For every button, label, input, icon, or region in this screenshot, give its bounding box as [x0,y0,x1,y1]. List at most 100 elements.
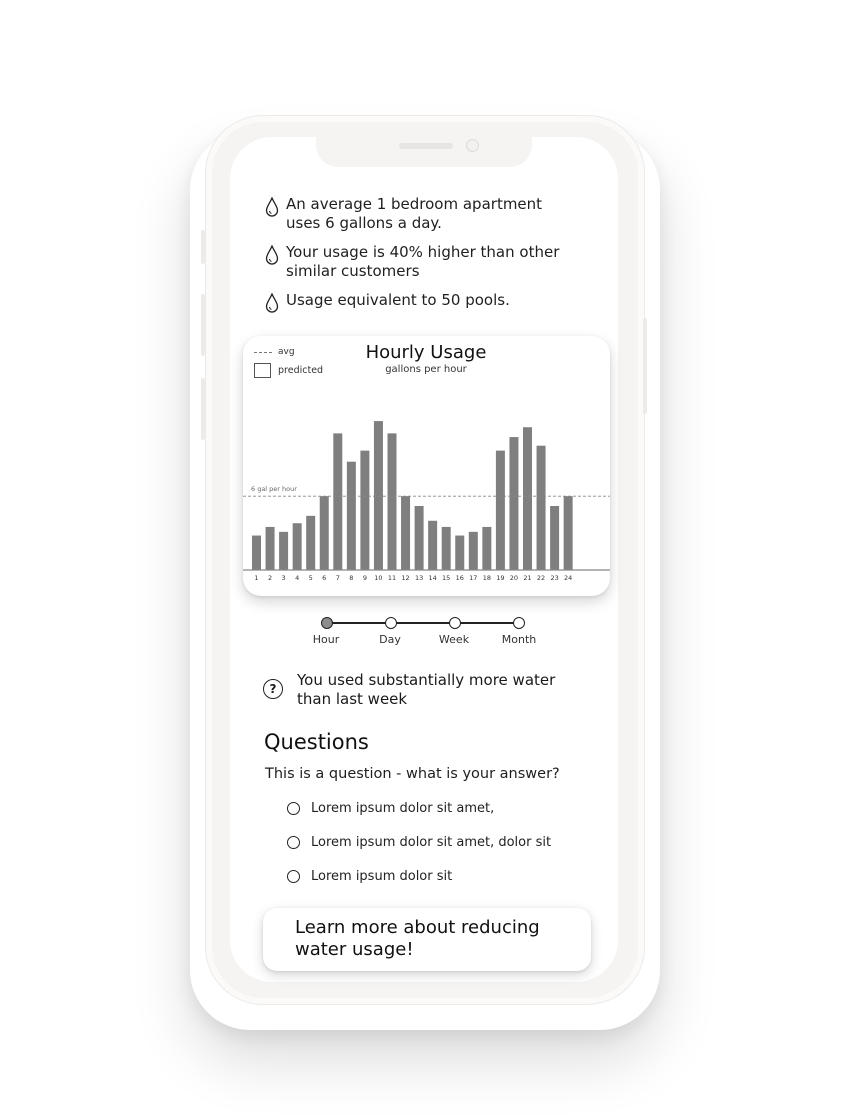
x-tick-label: 14 [429,574,437,582]
timescale-hour-dot[interactable] [321,617,333,629]
legend-predicted: predicted [254,363,323,378]
bar-hour-11 [387,433,397,570]
x-tick-label: 9 [363,574,367,582]
x-tick-label: 5 [309,574,313,582]
usage-insight: ? You used substantially more water than… [263,671,577,708]
x-tick-label: 10 [374,574,382,582]
timescale-month-dot[interactable] [513,617,525,629]
question-text: This is a question - what is your answer… [265,766,560,782]
water-drop-icon [265,245,279,265]
x-tick-label: 11 [388,574,396,582]
answer-option-label[interactable]: Lorem ipsum dolor sit amet, dolor sit [311,835,552,850]
bar-hour-14 [428,520,438,570]
side-button [201,230,205,264]
x-tick-label: 16 [456,574,464,582]
timescale-track [327,622,519,624]
insight-text: You used substantially more water than l… [297,671,556,708]
fact-text: Your usage is 40% higher than other simi… [286,243,560,280]
x-tick-label: 17 [469,574,477,582]
front-camera [466,139,479,152]
water-drop-icon [265,197,279,217]
side-button [201,294,205,356]
bar-hour-8 [346,461,356,570]
legend-predicted-label: predicted [278,365,324,376]
x-tick-label: 4 [295,574,299,582]
bar-hour-16 [455,535,465,570]
bar-hour-3 [279,531,289,570]
bar-hour-1 [252,535,261,570]
bar-hour-15 [441,526,451,570]
bar-hour-18 [482,526,492,570]
learn-more-label[interactable]: Learn more about reducing water usage! [295,917,540,960]
question-circle-icon[interactable]: ? [263,679,283,699]
timescale-day-label[interactable]: Day [379,633,401,646]
bar-hour-23 [550,506,560,570]
bar-hour-12 [401,496,411,570]
bar-hour-19 [495,450,505,570]
fact-text: An average 1 bedroom apartment uses 6 ga… [286,195,543,232]
bar-hour-4 [292,523,302,570]
bar-hour-10 [373,421,383,570]
x-tick-label: 18 [483,574,491,582]
legend-avg: avg [254,347,295,357]
fact-text: Usage equivalent to 50 pools. [286,291,510,309]
answer-option-label[interactable]: Lorem ipsum dolor sit [311,869,453,884]
x-tick-label: 20 [510,574,518,582]
side-button [643,318,647,414]
timescale-week-label[interactable]: Week [438,633,470,646]
bar-hour-7 [333,433,343,570]
fact-item: Usage equivalent to 50 pools. [265,291,566,313]
x-tick-label: 3 [282,574,286,582]
x-tick-label: 2 [268,574,272,582]
answer-option[interactable]: Lorem ipsum dolor sit amet, [287,801,494,816]
answer-option[interactable]: Lorem ipsum dolor sit [287,869,452,884]
side-button [201,378,205,440]
bar-hour-9 [360,450,370,570]
x-tick-label: 22 [537,574,545,582]
x-tick-label: 23 [550,574,558,582]
x-tick-label: 15 [442,574,450,582]
water-drop-icon [265,293,279,313]
bar-hour-20 [509,437,519,570]
fact-item: Your usage is 40% higher than other simi… [265,243,566,280]
bar-hour-6 [319,496,329,570]
x-tick-label: 19 [496,574,504,582]
radio-button[interactable] [287,836,300,849]
x-tick-label: 24 [564,574,572,582]
radio-button[interactable] [287,802,300,815]
timescale-day-dot[interactable] [385,617,397,629]
fact-item: An average 1 bedroom apartment uses 6 ga… [265,195,566,232]
timescale-hour-label[interactable]: Hour [312,633,340,646]
bar-hour-2 [265,526,275,570]
radio-button[interactable] [287,870,300,883]
legend-avg-label: avg [278,347,295,357]
x-tick-label: 12 [401,574,409,582]
chart-card [243,336,610,596]
outline-box-icon [254,363,271,378]
x-tick-label: 21 [523,574,531,582]
x-tick-label: 1 [254,574,258,582]
chart-title: Hourly Usage [365,342,487,363]
x-tick-label: 8 [349,574,353,582]
bar-hour-22 [536,445,546,570]
phone-notch [316,137,532,167]
timescale-month-label[interactable]: Month [501,633,537,646]
hourly-usage-chart: 1 2 3 4 5 6 7 8 9 10 11 12 13 14 15 16 17 18 19 20 21 22 23 246… [243,421,610,582]
bar-hour-17 [468,531,478,570]
chart-subtitle: gallons per hour [385,364,467,375]
bar-hour-21 [523,427,532,570]
timescale-week-dot[interactable] [449,617,461,629]
answer-option[interactable]: Lorem ipsum dolor sit amet, dolor sit [287,835,551,850]
learn-more-button[interactable]: Learn more about reducing water usage! [263,908,591,971]
x-tick-label: 7 [336,574,340,582]
bar-hour-24 [563,496,573,570]
average-line-label: 6 gal per hour [251,485,297,493]
timescale-selector: Hour Day Week Month [300,612,560,652]
x-tick-label: 13 [415,574,423,582]
x-tick-label: 6 [322,574,326,582]
answer-option-label[interactable]: Lorem ipsum dolor sit amet, [311,801,495,816]
questions-heading: Questions [264,730,369,754]
speaker-grille [399,143,453,149]
bar-hour-13 [414,506,424,570]
bar-hour-5 [306,515,316,570]
